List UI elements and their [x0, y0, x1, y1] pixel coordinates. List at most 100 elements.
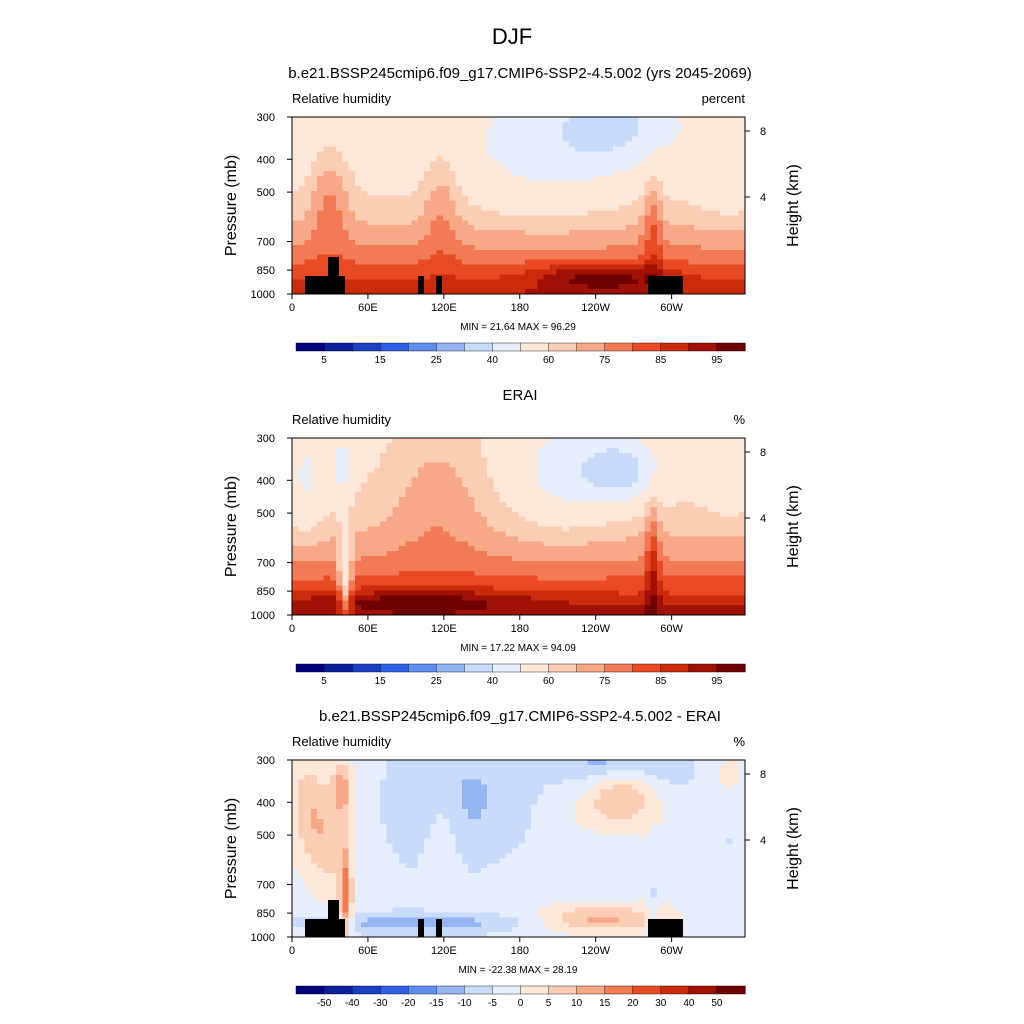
field-cell — [461, 472, 469, 478]
field-cell — [474, 452, 482, 459]
field-cell — [619, 284, 627, 290]
field-cell — [726, 141, 734, 148]
field-cell — [317, 269, 325, 275]
field-cell — [594, 131, 601, 138]
field-cell — [631, 482, 639, 488]
field-cell — [738, 521, 746, 528]
field-cell — [499, 220, 507, 226]
field-cell — [436, 531, 444, 537]
field-cell — [581, 185, 589, 192]
field-cell — [650, 438, 658, 444]
field-cell — [487, 511, 494, 518]
field-cell — [487, 239, 494, 246]
field-cell — [474, 279, 482, 285]
field-cell — [543, 249, 551, 256]
field-cell — [354, 264, 362, 271]
field-cell — [726, 136, 734, 143]
field-cell — [329, 536, 337, 542]
field-cell — [417, 230, 425, 236]
field-cell — [581, 126, 589, 133]
field-cell — [436, 126, 444, 133]
field-cell — [726, 447, 734, 454]
field-cell — [594, 516, 601, 523]
field-cell — [581, 452, 589, 459]
field-cell — [581, 274, 589, 280]
field-cell — [726, 210, 734, 216]
field-cell — [386, 526, 394, 533]
field-cell — [411, 279, 419, 285]
field-cell — [398, 185, 406, 192]
field-cell — [298, 521, 306, 528]
field-cell — [581, 254, 589, 261]
field-cell — [568, 541, 576, 547]
field-cell — [405, 249, 413, 256]
field-cell — [682, 462, 689, 469]
field-cell — [499, 239, 507, 246]
field-cell — [317, 171, 325, 177]
field-cell — [468, 492, 476, 498]
field-cell — [549, 516, 557, 523]
field-cell — [392, 521, 400, 528]
field-cell — [663, 215, 671, 221]
field-cell — [417, 575, 425, 582]
field-cell — [336, 556, 343, 562]
field-cell — [575, 570, 583, 577]
field-cell — [436, 487, 444, 493]
field-cell — [688, 521, 696, 528]
field-cell — [386, 482, 394, 488]
field-cell — [298, 477, 306, 483]
field-cell — [398, 551, 406, 557]
field-cell — [424, 180, 432, 187]
field-cell — [373, 438, 381, 444]
field-cell — [606, 269, 614, 275]
field-cell — [436, 156, 444, 162]
field-cell — [594, 452, 601, 459]
field-cell — [411, 438, 419, 444]
field-cell — [738, 472, 746, 478]
field-cell — [713, 131, 721, 138]
field-cell — [619, 560, 627, 567]
field-cell — [675, 556, 683, 562]
field-cell — [726, 220, 734, 226]
field-cell — [682, 467, 689, 474]
field-cell — [713, 526, 721, 533]
field-cell — [468, 244, 476, 251]
field-cell — [732, 190, 740, 197]
field-cell — [493, 279, 501, 285]
field-cell — [342, 462, 350, 469]
field-cell — [493, 467, 501, 474]
field-cell — [631, 151, 639, 157]
field-cell — [631, 264, 639, 271]
field-cell — [430, 225, 438, 231]
field-cell — [342, 570, 350, 577]
field-cell — [392, 210, 400, 216]
field-cell — [524, 487, 532, 493]
field-cell — [738, 551, 746, 557]
field-cell — [656, 472, 664, 478]
field-cell — [336, 516, 343, 523]
field-cell — [417, 121, 425, 128]
field-cell — [650, 546, 658, 552]
field-cell — [443, 595, 450, 601]
field-cell — [436, 560, 444, 567]
field-cell — [436, 477, 444, 483]
field-cell — [373, 477, 381, 483]
field-cell — [619, 477, 627, 483]
field-cell — [480, 244, 488, 251]
field-cell — [738, 235, 746, 241]
field-cell — [682, 501, 689, 508]
field-cell — [524, 447, 532, 454]
field-cell — [594, 462, 601, 469]
field-cell — [392, 235, 400, 241]
field-cell — [688, 264, 696, 271]
field-cell — [329, 121, 337, 128]
field-cell — [556, 210, 564, 216]
field-cell — [625, 511, 633, 518]
field-cell — [606, 215, 614, 221]
field-cell — [732, 146, 740, 153]
field-cell — [694, 156, 702, 162]
field-cell — [543, 269, 551, 275]
field-cell — [587, 117, 595, 123]
field-cell — [310, 447, 318, 454]
field-cell — [373, 457, 381, 464]
